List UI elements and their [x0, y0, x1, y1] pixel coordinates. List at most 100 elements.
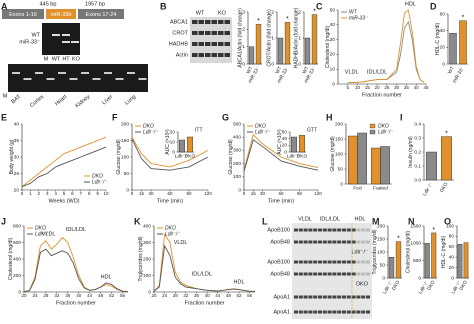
blot-band — [205, 42, 211, 46]
blot-band — [332, 260, 337, 264]
panel-label: K — [134, 216, 141, 226]
series-line — [23, 236, 129, 293]
blot-band — [192, 42, 198, 46]
x-tick-label: 2 — [38, 191, 41, 196]
x-tick-label: Fed — [353, 185, 362, 191]
y-tick-label: 600 — [13, 240, 21, 246]
chart: 0.0 0.1 0.2 0.3 0.4 Insulin (ng/ml) Ldlr⁻/⁻ DKO… — [408, 121, 454, 197]
x-tick-label: 90 — [186, 191, 192, 196]
x-tick-label: 60 — [167, 191, 173, 196]
panel-label: J — [1, 216, 6, 226]
y-tick-label: 500 — [413, 258, 421, 264]
bar — [277, 37, 284, 65]
y-axis-label: HDL-C (mg/dl) — [435, 23, 441, 56]
bar — [380, 146, 390, 185]
x-tick-label: 120 — [204, 191, 212, 196]
y-tick-label: 20 — [14, 187, 20, 193]
annotation: * — [462, 15, 465, 22]
gel-band — [35, 72, 43, 74]
panel-label: B — [160, 1, 167, 11]
x-tick-label: 10 — [355, 85, 361, 90]
y-tick-label: 0 — [18, 289, 21, 295]
y-tick-label: 0.4 — [414, 121, 421, 127]
blot-band — [337, 272, 342, 276]
y-axis-label: Cholesterol (mg/dl) — [325, 26, 331, 69]
legend-label: Ldlr⁻/⁻ — [143, 129, 158, 135]
bar — [248, 46, 255, 65]
blot-row-label: ApoA1 — [273, 309, 290, 315]
gel-band — [46, 78, 55, 80]
y-tick-label: 25 — [14, 171, 20, 177]
bar — [459, 20, 467, 65]
blot-band — [351, 260, 356, 264]
annotation: HDL — [234, 280, 245, 286]
annotation: VLDL — [345, 70, 359, 76]
bar — [426, 151, 437, 181]
y-tick-label: 10 — [170, 139, 176, 145]
y-axis-label: ABCA1/Actin (fold change) — [238, 8, 244, 68]
panel-label: I — [400, 112, 403, 122]
blot-band — [332, 295, 337, 299]
y-tick-label: 1 — [298, 35, 301, 41]
legend-swatch — [369, 129, 376, 135]
size-label: 445 bp — [40, 1, 57, 7]
bar — [311, 14, 318, 65]
blot-band — [298, 272, 303, 276]
y-tick-label: 200 — [13, 273, 21, 279]
x-tick-label: Ldlr⁻/⁻ — [287, 153, 302, 159]
y-tick-label: 100 — [143, 273, 151, 279]
x-tick-label: 30 — [148, 191, 154, 196]
y-tick-label: 1 — [242, 44, 245, 50]
legend-label: Ldlr⁻/⁻ — [92, 179, 107, 185]
blot-band — [322, 295, 327, 299]
lane-label: M — [3, 93, 8, 99]
blot-band — [308, 295, 313, 299]
blot-band — [346, 295, 351, 299]
blot-band — [356, 310, 361, 314]
blot-row-label: HADHB — [169, 41, 189, 47]
y-tick-label: 30 — [330, 37, 336, 43]
blot-band — [298, 310, 303, 314]
blot-band — [224, 31, 230, 35]
x-tick-label: 15 — [139, 191, 145, 196]
x-tick-label: 52 — [109, 293, 115, 298]
blot-band — [211, 20, 217, 24]
y-tick-label: 150 — [335, 136, 343, 142]
blot-band — [192, 20, 198, 24]
lane-label: HT — [62, 56, 70, 62]
blot-band — [366, 228, 370, 232]
blot-band — [303, 295, 308, 299]
bar — [431, 232, 437, 279]
blot-band — [351, 295, 356, 299]
blot-row-label: ApoB100 — [267, 259, 290, 265]
blot-band — [218, 20, 224, 24]
y-tick-label: 200 — [335, 121, 343, 127]
y-tick-label: 150 — [121, 138, 129, 144]
blot-band — [298, 228, 303, 232]
series-line — [21, 136, 107, 188]
x-tick-label: 20 — [151, 293, 157, 298]
blot-band — [294, 295, 298, 299]
fraction-label: VLDL — [298, 216, 312, 222]
y-tick-label: 10 — [330, 66, 336, 72]
lane-label: M — [44, 56, 49, 62]
blot-band — [342, 272, 346, 276]
x-tick-label: 36 — [65, 293, 71, 298]
fraction-label: IDL/LDL — [320, 216, 340, 222]
mir-box — [46, 9, 76, 19]
chart: 0 50 100 150 200 Glucose (mg/dl) Fed Fasted DKOL… — [330, 121, 393, 191]
blot-band — [342, 240, 346, 244]
x-tick-label: 28 — [43, 293, 49, 298]
panel-label: L — [262, 216, 268, 226]
bar — [178, 139, 185, 153]
blot-band — [322, 240, 327, 244]
blot-band — [303, 310, 308, 314]
x-tick-label: 0 — [243, 191, 246, 196]
blot-band — [366, 295, 370, 299]
y-tick-label: 0.3 — [414, 135, 421, 141]
legend-label: DKO — [255, 123, 266, 129]
y-tick-label: 60 — [449, 244, 455, 250]
blot-band — [308, 260, 313, 264]
